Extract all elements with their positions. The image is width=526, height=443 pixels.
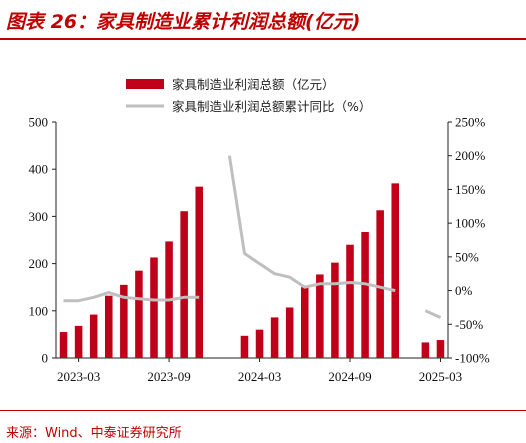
bar [270,317,279,358]
source-note: 来源：Wind、中泰证券研究所 [6,426,182,441]
bar [89,314,98,358]
bar [240,335,249,358]
bar [105,295,113,358]
y-right-tick-label: 50% [455,249,479,264]
y-left-tick-label: 200 [29,256,49,271]
bar [135,270,143,358]
legend: 家具制造业利润总额（亿元） 家具制造业利润总额累计同比（%） [126,77,371,114]
bar [180,211,188,358]
legend-line-label: 家具制造业利润总额累计同比（%） [172,99,371,114]
bar [391,183,399,358]
y-right-tick-label: 100% [455,216,486,231]
source-rule [0,410,526,411]
x-tick-label: 2024-09 [328,369,371,384]
bar [346,244,354,358]
x-tick-label: 2023-09 [147,369,190,384]
y-left-tick-label: 100 [29,303,49,318]
bar [285,307,294,358]
y-right-tick-label: -100% [455,351,490,366]
y-left-tick-label: 300 [29,209,49,224]
bar [301,287,309,358]
bar [120,284,128,358]
title-underline [0,38,526,40]
y-right-tick-label: -50% [455,317,483,332]
y-left-tick-label: 0 [42,351,49,366]
bar [331,262,339,358]
chart-title: 图表 26：家具制造业累计利润总额(亿元) [6,11,361,33]
bar [316,274,324,358]
bar [436,340,445,358]
x-tick-label: 2025-03 [419,369,462,384]
legend-bar-swatch [126,79,164,89]
bar [376,210,384,358]
yoy-line-segment [227,155,396,293]
yoy-line-segment [424,309,442,319]
bar [361,231,369,358]
legend-bar-label: 家具制造业利润总额（亿元） [172,77,335,92]
y-left-tick-label: 400 [29,162,49,177]
x-tick-label: 2023-03 [57,369,100,384]
bar [421,342,430,358]
bar [255,329,264,358]
bar [195,186,203,358]
y-right-tick-label: 0% [455,283,473,298]
bar [74,325,83,358]
bar [59,332,68,358]
y-right-tick-label: 150% [455,182,486,197]
x-tick-label: 2024-03 [238,369,281,384]
y-right-tick-label: 200% [455,148,486,163]
y-left-tick-label: 500 [29,115,49,130]
chart-plot: 家具制造业利润总额（亿元） 家具制造业利润总额累计同比（%） 0 100 200 30… [29,77,490,385]
line-series [63,155,442,319]
bar [150,257,158,358]
yoy-line-segment [63,291,200,303]
axes: 0 100 200 300 400 500 -100% -50% 0% 50% 100% 150% 20… [29,115,490,385]
chart-title-bar: 图表 26：家具制造业累计利润总额(亿元) [0,0,526,40]
source-footer: 来源：Wind、中泰证券研究所 [0,410,526,443]
y-right-tick-label: 250% [455,115,486,130]
bar-series [59,183,445,358]
